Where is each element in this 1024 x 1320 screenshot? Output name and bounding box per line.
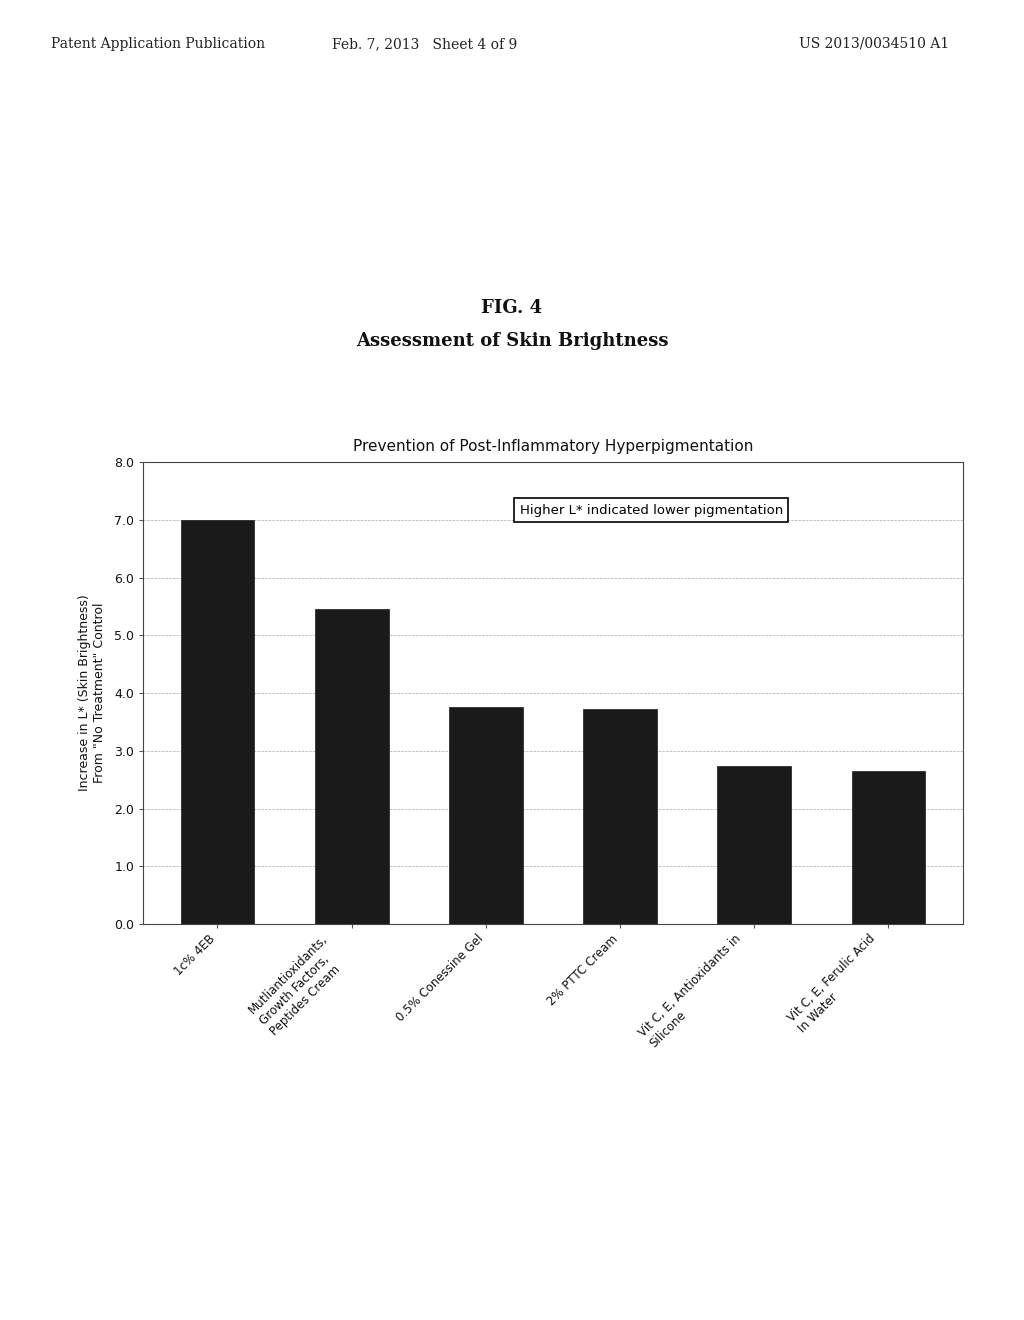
Text: Patent Application Publication: Patent Application Publication (51, 37, 265, 51)
Bar (583, 709, 657, 924)
Text: FIG. 4: FIG. 4 (481, 298, 543, 317)
Bar (449, 708, 523, 924)
Title: Prevention of Post-Inflammatory Hyperpigmentation: Prevention of Post-Inflammatory Hyperpig… (353, 438, 753, 454)
Text: Assessment of Skin Brightness: Assessment of Skin Brightness (355, 331, 669, 350)
Bar (314, 610, 388, 924)
Bar (852, 771, 926, 924)
Y-axis label: Increase in L* (Skin Brightness)
From "No Treatment" Control: Increase in L* (Skin Brightness) From "N… (78, 594, 106, 792)
Text: US 2013/0034510 A1: US 2013/0034510 A1 (799, 37, 949, 51)
Bar (180, 520, 254, 924)
Text: Feb. 7, 2013   Sheet 4 of 9: Feb. 7, 2013 Sheet 4 of 9 (333, 37, 517, 51)
Text: Higher L* indicated lower pigmentation: Higher L* indicated lower pigmentation (519, 504, 783, 516)
Bar (718, 767, 792, 924)
